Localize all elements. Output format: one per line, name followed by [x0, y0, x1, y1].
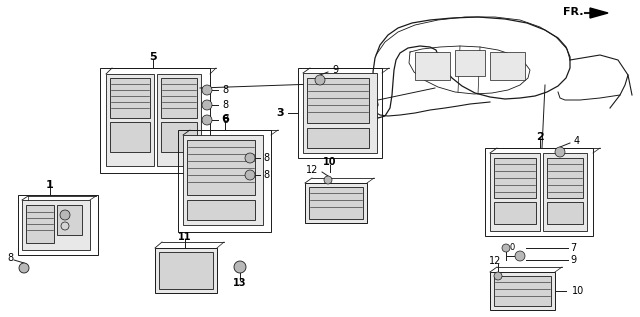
Bar: [494, 276, 551, 306]
Bar: [161, 78, 197, 118]
Bar: [106, 74, 154, 166]
Bar: [303, 73, 377, 153]
Text: 11: 11: [179, 232, 192, 242]
Bar: [494, 158, 536, 198]
Bar: [159, 252, 213, 289]
Bar: [155, 248, 217, 293]
Bar: [110, 122, 150, 152]
Text: 12: 12: [489, 256, 501, 266]
Text: 12: 12: [306, 165, 318, 175]
Bar: [100, 68, 210, 173]
Circle shape: [555, 147, 565, 157]
Bar: [187, 140, 255, 195]
Bar: [543, 153, 587, 231]
Text: 8: 8: [222, 100, 228, 110]
Text: 13: 13: [233, 278, 247, 288]
Circle shape: [202, 100, 212, 110]
Bar: [18, 195, 98, 255]
Text: 9: 9: [570, 255, 576, 265]
Bar: [455, 50, 485, 76]
Bar: [415, 52, 450, 80]
Text: 10: 10: [572, 286, 584, 296]
Text: 8: 8: [222, 115, 228, 125]
Text: 2: 2: [536, 132, 544, 142]
Bar: [485, 148, 593, 236]
Bar: [305, 183, 367, 223]
Circle shape: [502, 244, 510, 252]
Bar: [187, 200, 255, 220]
Bar: [26, 205, 54, 243]
Circle shape: [494, 272, 502, 280]
Circle shape: [202, 115, 212, 125]
Bar: [309, 187, 363, 219]
Bar: [57, 205, 82, 235]
Bar: [547, 158, 583, 198]
Bar: [110, 78, 150, 118]
Text: 0: 0: [509, 243, 515, 253]
Circle shape: [515, 251, 525, 261]
Bar: [298, 68, 382, 158]
Bar: [161, 122, 197, 152]
Text: 1: 1: [46, 180, 54, 190]
Text: 6: 6: [221, 114, 229, 124]
Bar: [183, 135, 263, 225]
Bar: [547, 202, 583, 224]
Text: 8: 8: [263, 153, 269, 163]
Text: FR.: FR.: [563, 7, 583, 17]
Text: 8: 8: [7, 253, 13, 263]
Bar: [307, 78, 369, 123]
Text: 4: 4: [574, 136, 580, 146]
Circle shape: [245, 170, 255, 180]
Circle shape: [234, 261, 246, 273]
Bar: [490, 52, 525, 80]
Bar: [307, 128, 369, 148]
Circle shape: [61, 222, 69, 230]
Text: 8: 8: [222, 85, 228, 95]
Circle shape: [60, 210, 70, 220]
Circle shape: [315, 75, 325, 85]
Text: 5: 5: [149, 52, 157, 62]
Bar: [490, 272, 555, 310]
Text: 9: 9: [332, 65, 338, 75]
Text: 10: 10: [323, 157, 337, 167]
Bar: [494, 202, 536, 224]
Text: 8: 8: [263, 170, 269, 180]
Text: 3: 3: [276, 108, 284, 118]
Circle shape: [245, 153, 255, 163]
Bar: [22, 200, 90, 250]
Circle shape: [324, 176, 332, 184]
Circle shape: [202, 85, 212, 95]
Bar: [157, 74, 201, 166]
Circle shape: [19, 263, 29, 273]
Bar: [490, 153, 540, 231]
Text: 7: 7: [570, 243, 576, 253]
Bar: [178, 130, 271, 232]
Polygon shape: [590, 8, 608, 18]
